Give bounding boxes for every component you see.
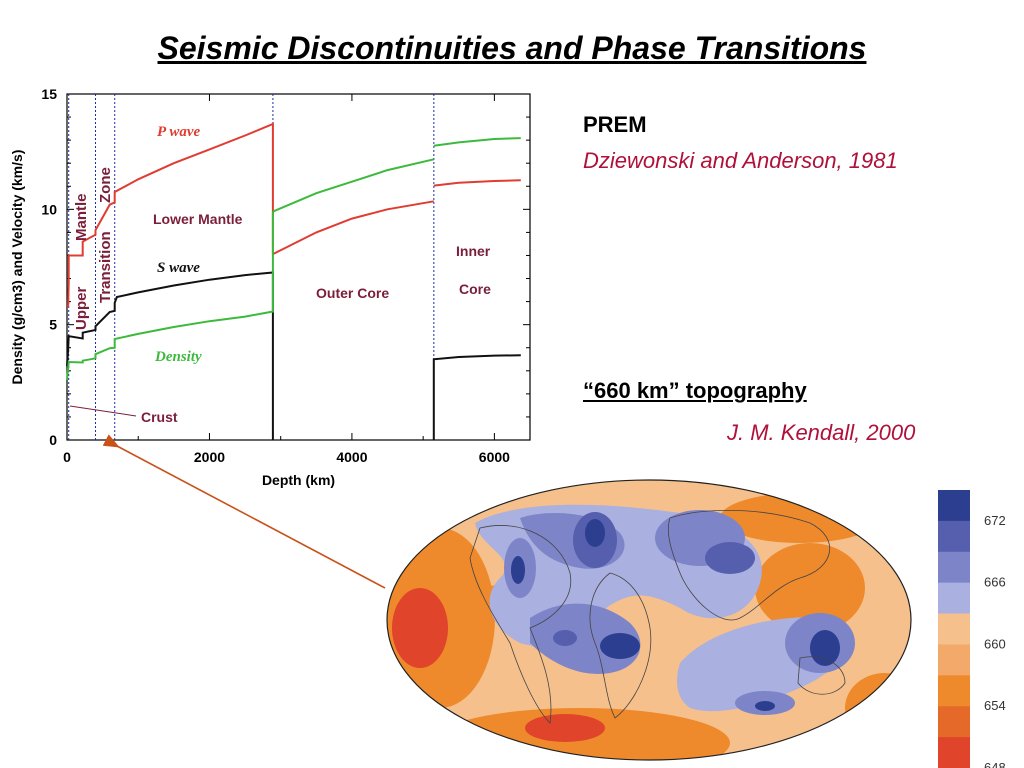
legend-swatch [938, 520, 970, 553]
density-curve [66, 211, 274, 381]
x-axis-label: Depth (km) [262, 472, 335, 488]
legend-swatch [938, 737, 970, 768]
x-tick-label: 0 [63, 449, 71, 465]
density-curve [272, 158, 435, 213]
p-wave-curve [433, 179, 521, 187]
legend-swatch [938, 613, 970, 645]
inner-core-label: Core [459, 281, 491, 297]
legend-label: 654 [984, 698, 1006, 713]
globe-outline [386, 479, 912, 761]
prem-label: PREM [583, 112, 647, 137]
y-tick-label: 0 [49, 432, 57, 448]
depth-legend: 672 666 660 654 648 [938, 490, 1006, 768]
s-wave-curve [66, 271, 274, 440]
legend-swatch [938, 490, 970, 522]
legend-label: 672 [984, 513, 1006, 528]
upper-mantle-label: Upper [73, 287, 90, 331]
crust-leader-line [69, 405, 137, 417]
x-tick-label: 4000 [336, 449, 367, 465]
x-tick-label: 6000 [479, 449, 510, 465]
legend-swatch [938, 675, 970, 707]
p-wave-curve [272, 200, 434, 255]
s-wave-curve [432, 354, 521, 440]
inner-core-label: Inner [456, 243, 491, 259]
legend-swatch [938, 644, 970, 676]
legend-label: 648 [984, 760, 1006, 768]
topography-map: 672 666 660 654 648 [386, 479, 1006, 768]
plot-frame [66, 93, 531, 441]
transition-zone-label: Transition [97, 231, 114, 303]
x-tick-label: 2000 [194, 449, 225, 465]
legend-swatch [938, 582, 970, 615]
crust-label: Crust [141, 409, 178, 425]
upper-mantle-label: Mantle [73, 193, 90, 241]
prem-citation: Dziewonski and Anderson, 1981 [583, 148, 898, 173]
s-wave-label: S wave [157, 260, 200, 276]
legend-label: 666 [984, 575, 1006, 590]
slide-title: Seismic Discontinuities and Phase Transi… [157, 30, 867, 66]
y-axis-label: Density (g/cm3) and Velocity (km/s) [9, 150, 25, 385]
p-wave-label: P wave [157, 124, 201, 140]
density-curve [433, 137, 521, 147]
lower-mantle-label: Lower Mantle [153, 211, 243, 227]
topography-citation: J. M. Kendall, 2000 [727, 420, 916, 445]
prem-chart: 0 2000 4000 6000 0 5 10 15 Depth (km) Density (g/… [9, 86, 531, 488]
outer-core-label: Outer Core [316, 285, 389, 301]
density-label: Density [154, 349, 202, 365]
legend-label: 660 [984, 636, 1006, 651]
y-tick-label: 15 [41, 86, 57, 102]
y-tick-label: 5 [49, 317, 57, 333]
map-globe [387, 480, 911, 760]
transition-zone-label: Zone [97, 167, 114, 203]
topography-label: “660 km” topography [583, 378, 807, 403]
p-wave-curve [67, 122, 274, 308]
legend-swatch [938, 706, 970, 738]
legend-swatch [938, 551, 970, 584]
y-tick-label: 10 [41, 201, 57, 217]
